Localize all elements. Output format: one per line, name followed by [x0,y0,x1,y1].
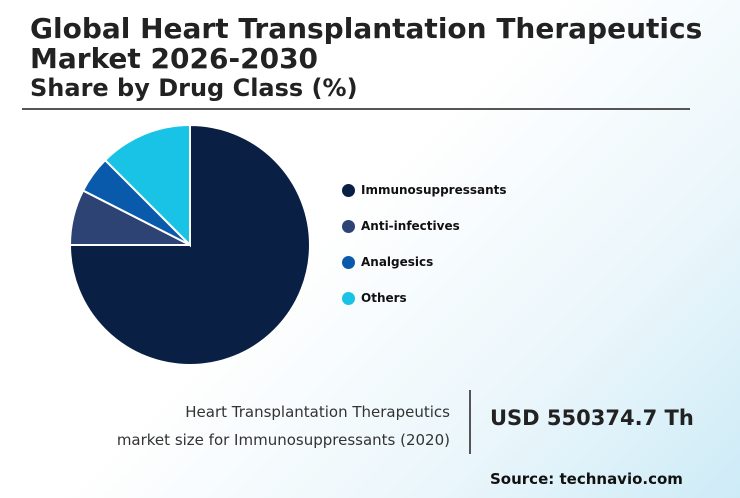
legend-item-others: Others [342,280,507,316]
legend-swatch-analgesics [342,255,355,269]
legend-swatch-immunosuppressants [342,183,355,197]
pie-slice-others [103,123,191,248]
legend-label: Immunosuppressants [361,183,507,197]
legend-label: Anti-infectives [361,219,460,233]
pie-slice-immunosuppressants [68,123,311,366]
legend-item-immunosuppressants: Immunosuppressants [342,172,507,208]
source-credit: Source: technavio.com [490,470,683,488]
value-divider [469,390,471,454]
legend-swatch-others [342,291,355,305]
legend-item-anti-infectives: Anti-infectives [342,208,507,244]
legend-item-analgesics: Analgesics [342,244,507,280]
pie-chart [68,123,311,366]
market-size-value: USD 550374.7 Th [490,406,694,430]
legend-label: Analgesics [361,255,434,269]
chart-title: Global Heart Transplantation Therapeutic… [30,12,703,75]
description-line-2: market size for Immunosuppressants (2020… [116,431,450,449]
legend-swatch-anti-infectives [342,219,355,233]
chart-subtitle: Share by Drug Class (%) [30,74,358,102]
legend: Immunosuppressants Anti-infectives Analg… [342,172,507,316]
description-line-1: Heart Transplantation Therapeutics [185,403,450,421]
legend-label: Others [361,291,407,305]
header-divider [22,108,690,110]
market-size-description: Heart Transplantation Therapeutics marke… [117,398,450,454]
